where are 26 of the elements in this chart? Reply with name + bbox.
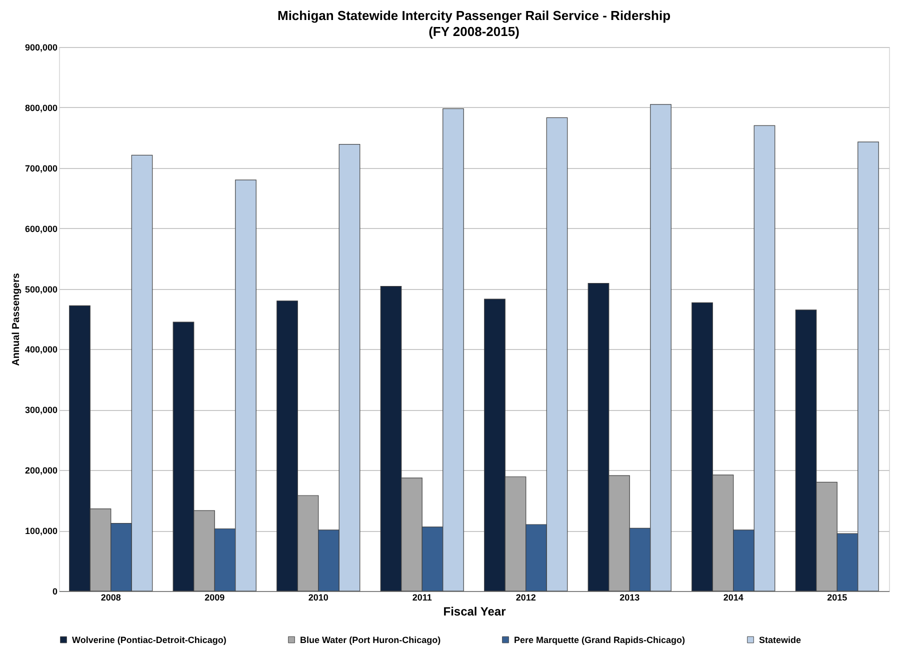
y-tick-label: 0 [52, 586, 58, 596]
x-tick-label: 2012 [516, 592, 536, 602]
x-tick-label: 2015 [827, 592, 848, 602]
x-tick-label: 2008 [100, 592, 121, 602]
y-tick-label: 400,000 [24, 344, 58, 355]
chart-title: Michigan Statewide Intercity Passenger Rail Service - Ridership [277, 8, 671, 23]
y-tick-label: 900,000 [24, 42, 58, 52]
y-axis-title: Annual Passengers [10, 272, 22, 366]
x-axis-title: Fiscal Year [443, 604, 506, 618]
y-tick-label: 700,000 [24, 163, 58, 174]
x-tick-label: 2010 [308, 592, 328, 602]
legend-label: Blue Water (Port Huron-Chicago) [300, 634, 441, 645]
x-tick-label: 2013 [620, 592, 640, 602]
legend-label: Pere Marquette (Grand Rapids-Chicago) [514, 634, 686, 645]
legend-label: Wolverine (Pontiac-Detroit-Chicago) [72, 634, 226, 645]
chart-subtitle: (FY 2008-2015) [428, 24, 520, 39]
y-tick-label: 800,000 [24, 102, 58, 113]
legend-label: Statewide [759, 634, 802, 645]
y-tick-label: 100,000 [24, 526, 58, 536]
x-tick-label: 2009 [204, 592, 225, 602]
y-tick-label: 300,000 [24, 405, 58, 416]
x-tick-label: 2014 [723, 592, 744, 602]
x-tick-label: 2011 [412, 592, 432, 602]
y-tick-label: 600,000 [24, 224, 58, 234]
y-tick-label: 500,000 [24, 284, 58, 294]
y-tick-label: 200,000 [24, 466, 58, 476]
